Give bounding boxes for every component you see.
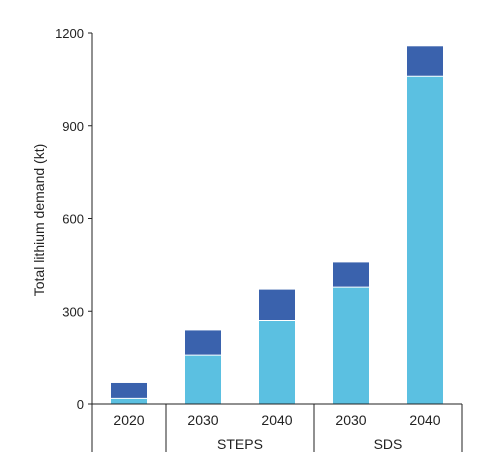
x-axis-separators xyxy=(91,404,463,452)
bar-segment-lower xyxy=(259,320,295,404)
bars-layer xyxy=(111,46,443,405)
y-axis-title: Total lithium demand (kt) xyxy=(31,144,47,297)
bar-segment-upper xyxy=(407,46,443,77)
bar-segment-lower xyxy=(407,76,443,405)
x-category-label: 2030 xyxy=(187,412,218,428)
x-group-label: STEPS xyxy=(217,436,263,452)
bar-segment-lower xyxy=(333,287,369,404)
bar-segment-upper xyxy=(111,382,147,399)
y-tick-label: 600 xyxy=(62,212,84,227)
y-tick-label: 900 xyxy=(62,119,84,134)
bar-segment-lower xyxy=(185,355,221,404)
y-tick-label: 1200 xyxy=(55,26,84,41)
x-category-label: 2040 xyxy=(409,412,440,428)
x-category-label: 2020 xyxy=(113,412,144,428)
x-category-label: 2040 xyxy=(261,412,292,428)
bar-segment-upper xyxy=(185,330,221,356)
y-tick-label: 300 xyxy=(62,304,84,319)
x-group-label: SDS xyxy=(374,436,403,452)
group-labels: STEPS SDS xyxy=(217,436,402,452)
y-tick-label: 0 xyxy=(77,397,84,412)
bar-segment-lower xyxy=(111,398,147,404)
bar-segment-upper xyxy=(333,262,369,288)
y-axis-ticks: 0 300 600 900 1200 xyxy=(55,26,92,412)
bar-segment-upper xyxy=(259,289,295,321)
category-labels: 2020 2030 2040 2030 2040 xyxy=(113,412,440,428)
x-category-label: 2030 xyxy=(335,412,366,428)
